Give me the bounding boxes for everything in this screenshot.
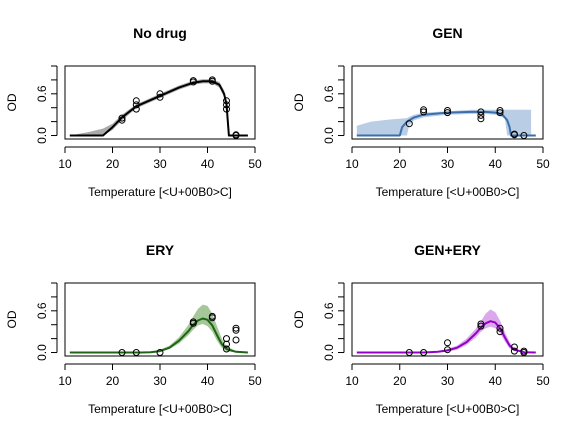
data-point [189,318,197,326]
x-tick-label: 40 [489,157,503,171]
x-tick-label: 50 [536,157,550,171]
x-tick-label: 50 [248,157,262,171]
y-tick-label: 0.6 [35,302,49,319]
data-point [510,130,518,138]
fit-line [69,80,248,137]
data-point [477,320,485,328]
y-tick-label: 0.0 [322,127,336,144]
data-point [496,109,504,117]
plot-frame [64,282,256,357]
y-tick-label: 0.0 [35,344,49,361]
x-axis-label: Temperature [<U+00B0>C] [376,185,520,199]
y-axis-label: OD [5,93,19,111]
data-point [510,343,518,351]
x-tick-label: 50 [536,374,550,388]
data-point [477,115,485,123]
x-tick-label: 10 [58,157,72,171]
data-point [189,77,197,85]
data-point [232,131,240,139]
x-tick-label: 40 [489,374,503,388]
y-tick-label: 0.6 [322,85,336,102]
data-point [420,108,428,116]
data-point [232,336,240,344]
y-axis-label: OD [5,310,19,328]
data-point [223,105,230,113]
panel-2: 10 20 30 40 50 0.0 0.6 GEN Temperature [<U+00B0>… [292,25,550,199]
data-point [208,76,216,84]
x-tick-label: 50 [248,374,262,388]
plot-frame [64,65,256,140]
confidence-band [356,109,532,136]
data-point [477,111,485,119]
panel-title: ERY [146,242,175,258]
data-point [132,101,140,109]
data-point [223,345,230,353]
data-point [420,106,428,114]
data-point [520,347,528,355]
panel-title: GEN+ERY [414,242,481,258]
plot-frame [351,282,544,357]
panel-4: 10 20 30 40 50 0.0 0.6 GEN+ERY Temperature [<U+0… [292,242,550,416]
data-point [156,93,164,101]
data-point [496,107,504,114]
data-point [477,322,485,330]
x-tick-label: 40 [201,374,215,388]
data-point [510,347,518,355]
data-point [132,97,140,105]
x-tick-label: 20 [106,374,120,388]
confidence-band [356,309,536,353]
panel-3: 10 20 30 40 50 0.0 0.6 ERY Temperature [<U+00B0>… [5,242,262,416]
data-point [118,114,126,122]
panel-title: No drug [133,25,187,41]
panel-1: 10 20 30 40 50 0.0 0.6 No drug Temperature [<U+0… [5,25,262,199]
y-tick-label: 0.6 [322,302,336,319]
y-tick-label: 0.6 [35,85,49,102]
x-tick-label: 30 [441,374,455,388]
confidence-band [69,304,248,353]
data-point [156,90,164,98]
data-point [477,108,485,116]
data-point [223,101,230,109]
y-tick-label: 0.0 [322,344,336,361]
plot-frame [351,65,544,140]
data-point [444,109,451,117]
x-tick-label: 30 [153,374,167,388]
data-point [223,335,230,343]
x-tick-label: 10 [345,157,359,171]
data-point [118,116,126,124]
y-axis-label: OD [292,93,306,111]
data-point [444,346,451,354]
x-axis-label: Temperature [<U+00B0>C] [88,185,232,199]
data-point [223,97,230,105]
data-point [444,339,451,347]
fit-line [356,110,536,137]
x-axis-label: Temperature [<U+00B0>C] [376,402,520,416]
y-axis-label: OD [292,310,306,328]
x-tick-label: 30 [441,157,455,171]
x-tick-label: 10 [58,374,72,388]
x-tick-label: 40 [201,157,215,171]
x-axis-label: Temperature [<U+00B0>C] [88,402,232,416]
x-tick-label: 20 [393,157,407,171]
data-point [405,120,413,128]
data-point [232,326,240,334]
data-point [132,105,140,113]
data-point [496,324,504,332]
data-point [496,328,504,336]
panel-title: GEN [432,25,462,41]
x-tick-label: 20 [393,374,407,388]
data-point [232,324,240,332]
data-point [208,312,216,320]
x-tick-label: 10 [345,374,359,388]
x-tick-label: 30 [153,157,167,171]
y-tick-label: 0.0 [35,127,49,144]
x-tick-label: 20 [106,157,120,171]
data-point [444,107,451,114]
